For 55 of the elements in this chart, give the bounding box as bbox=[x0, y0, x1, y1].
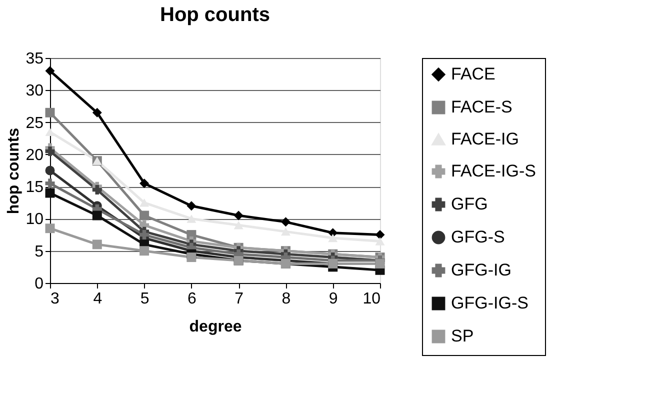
point bbox=[45, 128, 55, 136]
point bbox=[45, 108, 55, 118]
point bbox=[92, 210, 102, 220]
y-tick-label: 20 bbox=[26, 146, 44, 164]
y-tick-label: 30 bbox=[26, 82, 44, 100]
point bbox=[45, 166, 55, 176]
point bbox=[45, 188, 55, 198]
point bbox=[186, 214, 196, 223]
legend-label: GFG bbox=[451, 194, 488, 214]
x-tick-label: 6 bbox=[187, 290, 196, 308]
point bbox=[140, 230, 150, 240]
legend-label: SP bbox=[451, 326, 474, 346]
point bbox=[140, 246, 150, 256]
point bbox=[45, 178, 55, 188]
point bbox=[45, 146, 55, 156]
x-tick-label: 8 bbox=[282, 290, 291, 308]
point bbox=[140, 210, 150, 220]
point bbox=[234, 210, 244, 220]
x-axis-title: degree bbox=[189, 318, 242, 336]
y-tick-label: 0 bbox=[34, 276, 44, 292]
point bbox=[375, 237, 385, 246]
legend-label: GFG-IG bbox=[451, 260, 512, 280]
y-tick-label: 10 bbox=[26, 211, 44, 228]
x-tick-label: 3 bbox=[50, 290, 60, 308]
y-tick-label: 15 bbox=[26, 179, 44, 196]
legend-label: FACE bbox=[451, 64, 496, 84]
legend-label: FACE-IG bbox=[451, 130, 520, 148]
point bbox=[92, 108, 102, 118]
y-tick-label: 35 bbox=[26, 50, 44, 68]
x-tick-label: 7 bbox=[234, 290, 244, 308]
legend-label: FACE-S bbox=[451, 98, 512, 116]
point bbox=[140, 178, 150, 188]
legend-label: FACE-IG-S bbox=[451, 162, 536, 180]
chart-title: Hop counts bbox=[160, 4, 270, 26]
point bbox=[140, 198, 150, 207]
point bbox=[92, 240, 102, 250]
point bbox=[280, 217, 290, 227]
point bbox=[45, 66, 55, 76]
x-tick-label: 9 bbox=[328, 290, 338, 308]
point bbox=[328, 234, 338, 242]
point bbox=[92, 185, 102, 195]
y-tick-label: 5 bbox=[34, 243, 44, 260]
x-tick-label: 10 bbox=[362, 290, 381, 308]
y-tick-label: 25 bbox=[26, 114, 44, 132]
point bbox=[186, 201, 196, 211]
point bbox=[234, 221, 244, 230]
x-tick-label: 5 bbox=[140, 290, 150, 308]
legend-label: GFG-S bbox=[451, 228, 505, 246]
point bbox=[375, 230, 385, 240]
point bbox=[45, 224, 55, 234]
point bbox=[186, 252, 196, 262]
x-tick-label: 4 bbox=[93, 290, 102, 308]
legend-label: GFG-IG-S bbox=[451, 294, 528, 312]
y-axis-title: hop counts bbox=[6, 128, 23, 214]
point bbox=[280, 227, 290, 236]
